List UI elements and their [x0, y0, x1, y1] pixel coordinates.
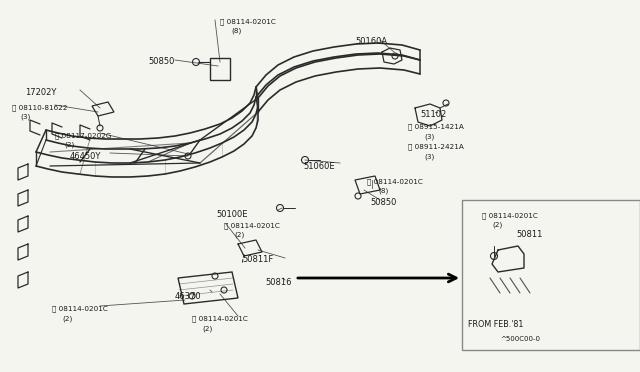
Text: Ⓑ 08114-0201C: Ⓑ 08114-0201C [52, 305, 108, 312]
Text: 50811F: 50811F [242, 255, 273, 264]
Text: 51060E: 51060E [303, 162, 335, 171]
Text: 50100E: 50100E [216, 210, 248, 219]
Text: FROM FEB.'81: FROM FEB.'81 [468, 320, 524, 329]
Text: 50811: 50811 [516, 230, 542, 239]
Text: 46450Y: 46450Y [70, 152, 101, 161]
Text: Ⓑ 08114-0201C: Ⓑ 08114-0201C [367, 178, 423, 185]
Text: 50850: 50850 [148, 57, 174, 66]
Text: (3): (3) [20, 114, 30, 121]
Text: Ⓑ 08114-0201C: Ⓑ 08114-0201C [482, 212, 538, 219]
Text: Ⓑ 08114-0201C: Ⓑ 08114-0201C [224, 222, 280, 229]
Text: Ⓑ 08114-0201C: Ⓑ 08114-0201C [220, 18, 276, 25]
Text: (3): (3) [424, 133, 435, 140]
Text: (8): (8) [231, 28, 241, 35]
Text: 17202Y: 17202Y [25, 88, 56, 97]
Text: (2): (2) [234, 232, 244, 238]
Text: 50160A: 50160A [355, 37, 387, 46]
Text: (2): (2) [492, 222, 502, 228]
Text: Ⓑ 08110-81622: Ⓑ 08110-81622 [12, 104, 67, 110]
Text: (3): (3) [424, 153, 435, 160]
Bar [462, 200, 640, 350]
Text: Ⓜ 08915-1421A: Ⓜ 08915-1421A [408, 123, 464, 129]
Text: (2): (2) [62, 315, 72, 321]
Text: Ⓝ 08911-2421A: Ⓝ 08911-2421A [408, 143, 464, 150]
Text: (2): (2) [202, 325, 212, 331]
Text: Ⓑ 08114-0201C: Ⓑ 08114-0201C [192, 315, 248, 322]
Text: 46370: 46370 [175, 292, 202, 301]
Text: (2): (2) [64, 142, 74, 148]
Text: 50816: 50816 [265, 278, 291, 287]
Text: 51102: 51102 [420, 110, 446, 119]
Text: ^500C00-0: ^500C00-0 [500, 336, 540, 342]
Text: (8): (8) [378, 188, 388, 195]
Text: Ⓑ 08117-0202G: Ⓑ 08117-0202G [55, 132, 111, 139]
Text: 50850: 50850 [370, 198, 396, 207]
